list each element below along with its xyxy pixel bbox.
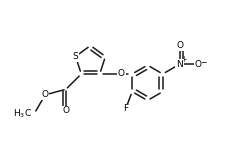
Text: O: O [194, 60, 201, 69]
Text: F: F [123, 104, 128, 113]
Text: N: N [176, 60, 183, 69]
Text: H$_3$C: H$_3$C [13, 107, 32, 120]
Text: −: − [201, 58, 207, 67]
Text: O: O [63, 106, 70, 115]
Text: S: S [73, 52, 78, 61]
Text: +: + [180, 55, 187, 64]
Text: O: O [176, 41, 183, 50]
Text: O: O [42, 90, 49, 99]
Text: O: O [118, 69, 125, 79]
